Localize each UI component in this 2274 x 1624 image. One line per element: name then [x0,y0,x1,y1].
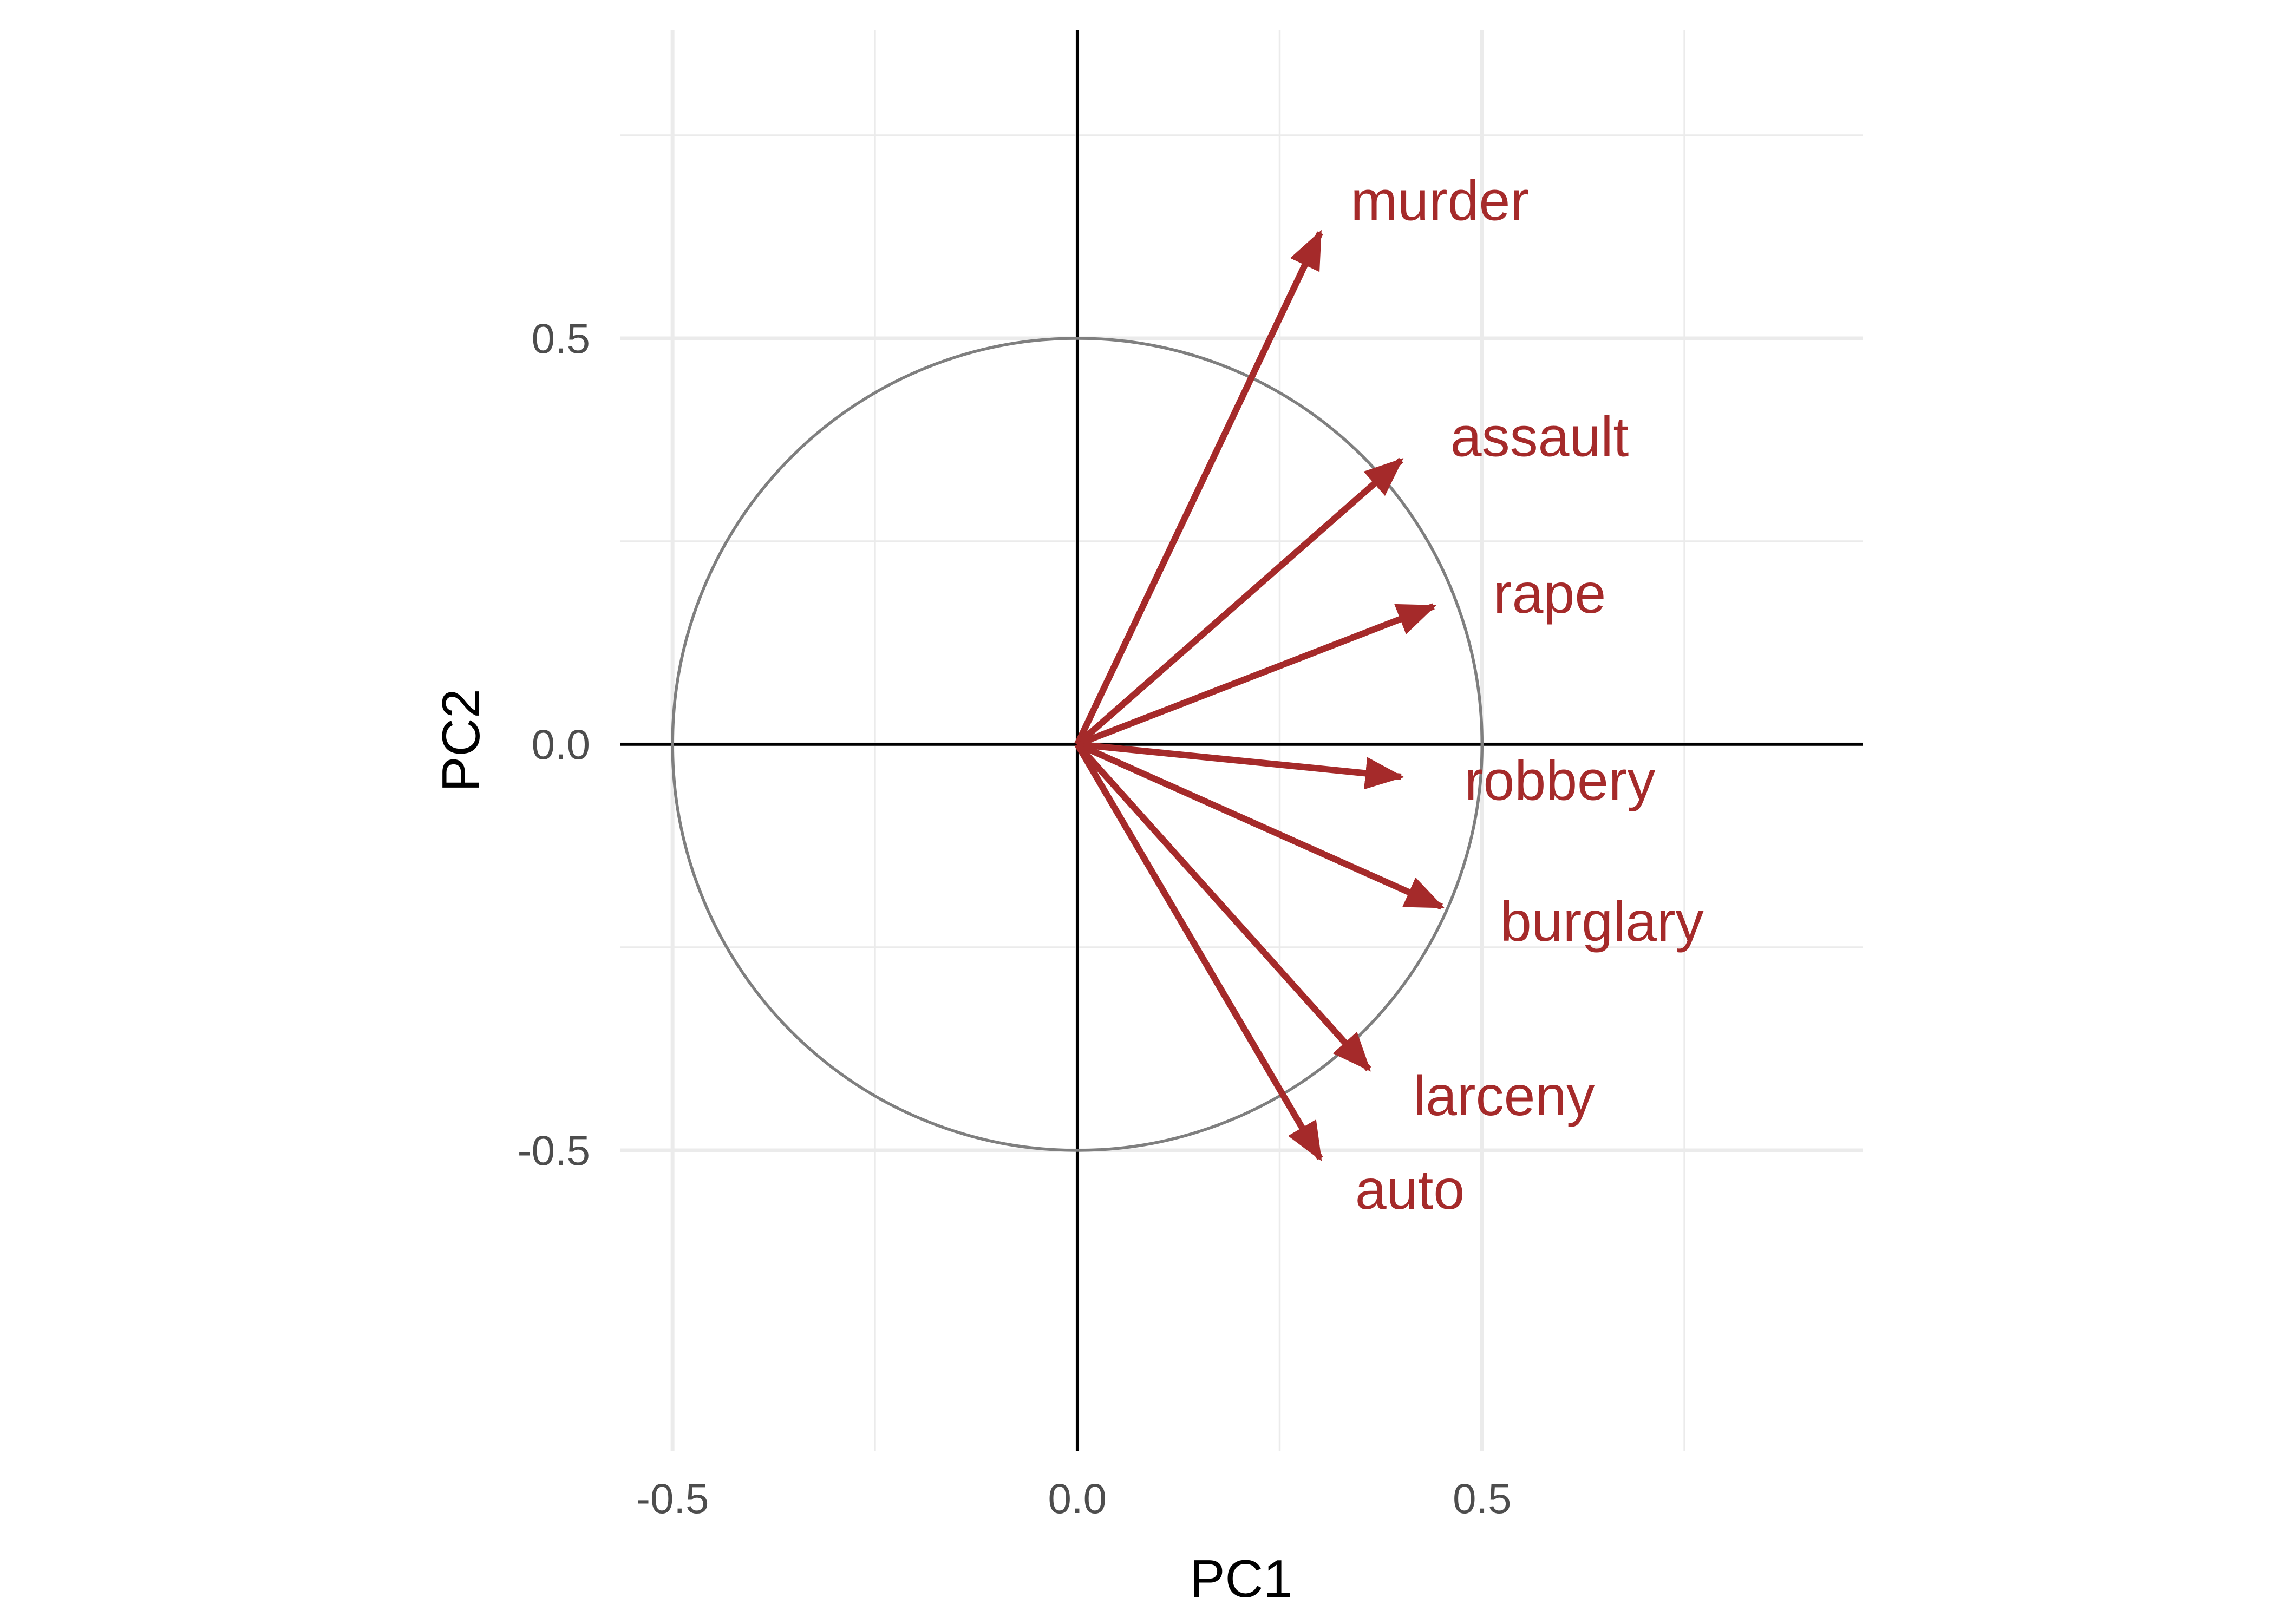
loading-arrows [1074,230,1445,1162]
reference-circle [671,337,1484,1152]
y-tick-label: 0.5 [532,315,590,362]
loading-arrow-burglary [1076,741,1445,910]
loading-label-assault: assault [1450,406,1629,469]
unit-circle-layer [671,337,1484,1152]
loading-arrow-robbery [1077,741,1404,790]
loading-label-larceny: larceny [1413,1065,1595,1128]
y-axis-title: PC2 [431,689,491,792]
loading-label-robbery: robbery [1465,750,1656,813]
loading-arrow-rape [1076,603,1437,748]
loading-arrow-assault [1075,457,1404,747]
x-axis-ticks: -0.5 0.0 0.5 [636,1475,1512,1522]
x-tick-label: 0.0 [1048,1475,1107,1522]
zero-reference-lines [620,30,1863,1451]
loading-arrow-murder [1074,230,1323,746]
loading-labels: murder assault rape robbery burglary larceny a… [1351,169,1704,1221]
loading-arrow-larceny [1075,742,1371,1072]
major-gridlines [620,30,1863,1451]
x-axis-title: PC1 [1190,1549,1293,1608]
y-tick-label: -0.5 [518,1127,590,1174]
y-axis-ticks: 0.5 0.0 -0.5 [518,315,590,1174]
loading-label-rape: rape [1493,562,1606,625]
x-tick-label: 0.5 [1453,1475,1511,1522]
loading-label-murder: murder [1351,169,1529,232]
y-tick-label: 0.0 [532,721,590,768]
loading-label-auto: auto [1355,1158,1465,1221]
x-tick-label: -0.5 [636,1475,709,1522]
loading-arrow-auto [1074,742,1323,1162]
minor-gridlines [620,30,1863,1451]
loading-label-burglary: burglary [1500,890,1704,953]
